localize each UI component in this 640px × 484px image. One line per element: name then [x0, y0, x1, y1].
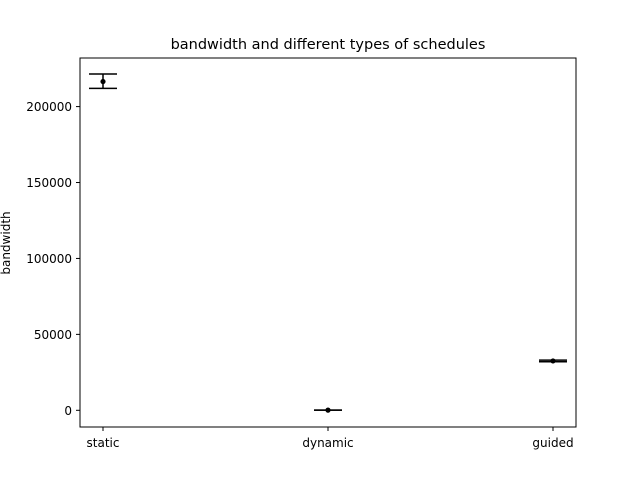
y-tick-label: 50000 [34, 328, 72, 342]
plot-frame [79, 57, 577, 428]
data-point-dynamic [325, 407, 331, 413]
data-point-guided [550, 358, 556, 364]
y-tick-label: 100000 [26, 252, 72, 266]
marks-layer: 0 50000 100000 150000 200000 static dynamic gui… [26, 73, 574, 450]
data-point-static [100, 78, 106, 85]
chart-title: bandwidth and different types of schedul… [171, 37, 486, 53]
x-tick-label: guided [532, 436, 573, 450]
y-axis-label: bandwidth [0, 211, 13, 274]
y-tick-label: 0 [64, 404, 72, 418]
y-tick-label: 200000 [26, 100, 72, 114]
x-tick-label: dynamic [302, 436, 353, 450]
x-tick-label: static [87, 436, 120, 450]
y-tick-label: 150000 [26, 176, 72, 190]
